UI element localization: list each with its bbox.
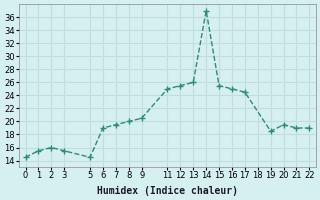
X-axis label: Humidex (Indice chaleur): Humidex (Indice chaleur) [97,186,238,196]
